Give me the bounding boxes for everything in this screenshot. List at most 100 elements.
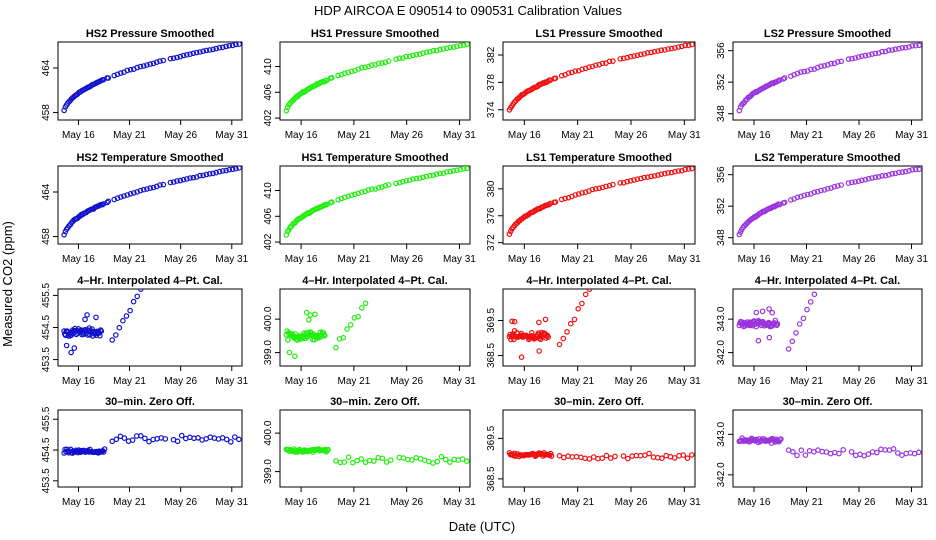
data-point bbox=[572, 68, 579, 74]
data-point bbox=[174, 438, 181, 445]
data-point bbox=[100, 449, 107, 455]
data-point bbox=[375, 185, 382, 191]
panel-frame bbox=[279, 409, 471, 488]
data-point bbox=[789, 338, 796, 345]
data-point bbox=[206, 171, 213, 177]
data-point bbox=[637, 51, 644, 58]
panel-ls1-r2: 4–Hr. Interpolated 4–Pt. Cal. May 16 May 2… bbox=[486, 275, 701, 387]
data-point bbox=[620, 453, 627, 459]
data-point bbox=[333, 344, 339, 351]
y-tick-label: 369.5 bbox=[486, 308, 497, 333]
y-tick-label: 372 bbox=[486, 234, 497, 251]
data-point bbox=[358, 189, 365, 195]
panel-frame bbox=[279, 165, 471, 245]
data-point bbox=[599, 455, 606, 462]
data-point bbox=[447, 44, 454, 51]
data-point bbox=[324, 447, 331, 454]
data-points bbox=[283, 166, 470, 238]
data-point bbox=[671, 455, 678, 461]
panel-frame bbox=[732, 409, 923, 488]
data-point bbox=[365, 187, 372, 193]
x-tick-label: May 21 bbox=[561, 130, 594, 141]
data-point bbox=[582, 291, 589, 298]
data-point bbox=[808, 66, 814, 73]
panel-ls2-r2: 4–Hr. Interpolated 4–Pt. Cal. May 16 May 2… bbox=[716, 275, 928, 387]
x-tick-label: May 26 bbox=[390, 254, 423, 265]
data-point bbox=[105, 75, 112, 81]
data-point bbox=[589, 186, 596, 193]
data-point bbox=[93, 314, 99, 321]
data-point bbox=[223, 167, 229, 174]
data-point bbox=[675, 44, 682, 50]
panel-hs1-r3: 30–min. Zero Off. May 16 May 21 May 26 May 3… bbox=[263, 396, 476, 508]
data-point bbox=[766, 306, 772, 312]
data-point bbox=[400, 178, 406, 185]
data-point bbox=[98, 328, 105, 335]
y-tick-label: 356 bbox=[716, 42, 727, 59]
data-point bbox=[167, 55, 174, 62]
data-point bbox=[454, 43, 460, 50]
data-points bbox=[506, 289, 593, 361]
data-point bbox=[902, 168, 909, 175]
data-point bbox=[840, 446, 847, 453]
x-tick-label: May 31 bbox=[443, 130, 476, 141]
panel-frame bbox=[732, 41, 923, 121]
data-point bbox=[206, 47, 213, 53]
data-point bbox=[865, 52, 872, 58]
data-point bbox=[811, 189, 818, 196]
data-points bbox=[736, 435, 922, 459]
data-point bbox=[796, 321, 803, 327]
data-point bbox=[552, 75, 559, 82]
x-tick-label: May 26 bbox=[615, 130, 648, 141]
panel-hs2-r1: HS2 Temperature Smoothed May 16 May 21 May … bbox=[41, 152, 249, 265]
data-point bbox=[582, 455, 588, 462]
data-point bbox=[416, 175, 423, 181]
data-point bbox=[824, 185, 831, 192]
panel-hs2-r2: 4–Hr. Interpolated 4–Pt. Cal. May 16 May 2… bbox=[41, 275, 249, 387]
data-point bbox=[140, 63, 147, 69]
x-tick-label: May 21 bbox=[561, 376, 594, 387]
data-point bbox=[899, 169, 906, 175]
y-tick-label: 455.5 bbox=[41, 282, 52, 307]
panel-frame bbox=[57, 409, 243, 488]
data-point bbox=[612, 453, 618, 460]
panel-ls2-r0: LS2 Pressure Smoothed May 16 May 21 May 26 M… bbox=[716, 28, 928, 141]
data-point bbox=[646, 450, 652, 457]
x-tick-label: May 16 bbox=[508, 497, 541, 508]
panel-title: 4–Hr. Interpolated 4–Pt. Cal. bbox=[77, 275, 223, 287]
data-point bbox=[586, 289, 593, 293]
y-tick-label: 454.5 bbox=[41, 437, 52, 462]
x-tick-label: May 31 bbox=[668, 376, 701, 387]
data-point bbox=[834, 59, 841, 65]
data-point bbox=[586, 456, 593, 462]
data-point bbox=[641, 174, 648, 181]
data-point bbox=[634, 176, 641, 183]
data-point bbox=[450, 44, 457, 50]
x-tick-label: May 16 bbox=[62, 497, 95, 508]
x-tick-label: May 21 bbox=[337, 254, 370, 265]
x-tick-label: May 31 bbox=[668, 130, 701, 141]
data-point bbox=[341, 194, 348, 201]
data-point bbox=[892, 46, 899, 53]
panel-frame bbox=[502, 41, 696, 121]
data-point bbox=[575, 305, 582, 312]
data-point bbox=[113, 332, 119, 338]
data-point bbox=[329, 199, 335, 205]
data-point bbox=[460, 42, 467, 48]
y-tick-label: 410 bbox=[263, 58, 274, 75]
data-point bbox=[420, 174, 426, 181]
data-point bbox=[109, 337, 116, 343]
data-point bbox=[631, 177, 637, 183]
data-point bbox=[797, 69, 804, 75]
data-point bbox=[131, 190, 137, 196]
y-tick-label: 453.5 bbox=[41, 468, 52, 493]
panel-title: 4–Hr. Interpolated 4–Pt. Cal. bbox=[755, 275, 901, 287]
y-tick-label: 399.0 bbox=[263, 459, 274, 484]
panel-hs2-r0: HS2 Pressure Smoothed May 16 May 21 May 26 M… bbox=[41, 28, 249, 141]
data-point bbox=[410, 176, 416, 182]
data-point bbox=[118, 70, 124, 76]
data-point bbox=[879, 173, 885, 179]
y-tick-label: 342.0 bbox=[716, 340, 727, 365]
data-point bbox=[190, 50, 197, 57]
data-point bbox=[127, 66, 134, 73]
